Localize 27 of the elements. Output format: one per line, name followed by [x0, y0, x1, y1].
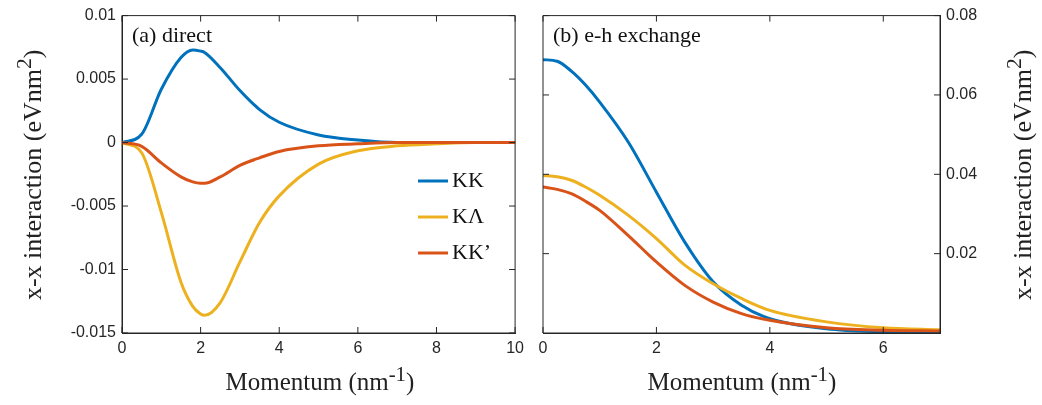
y-tick-label: -0.005 — [70, 196, 117, 214]
y2-tick-label: 0.06 — [946, 85, 978, 103]
y2-tick-label: 0.02 — [946, 244, 978, 262]
x-tick-label: 4 — [765, 339, 775, 357]
x-tick-label: 0 — [538, 339, 548, 357]
x-tick-label: 4 — [274, 339, 284, 357]
y2-tick-label: 0.04 — [946, 164, 978, 182]
legend-label: KK — [452, 166, 484, 192]
y-tick-label: 0 — [107, 132, 117, 150]
annotation: (a) direct — [132, 22, 212, 48]
x-tick-label: 2 — [196, 339, 206, 357]
x-axis-title: Momentum (nm$^{-1}$) — [647, 362, 837, 397]
x-tick-label: 8 — [432, 339, 442, 357]
x-tick-label: 6 — [878, 339, 888, 357]
x-tick-label: 10 — [506, 339, 525, 357]
x-tick-label: 6 — [353, 339, 363, 357]
y-tick-label: 0.01 — [84, 6, 117, 24]
y2-tick-label: 0.08 — [946, 6, 978, 24]
y-tick-label: 0.005 — [75, 69, 117, 87]
x-axis-title: Momentum (nm$^{-1}$) — [225, 362, 415, 397]
x-tick-label: 2 — [651, 339, 661, 357]
annotation: (b) e-h exchange — [553, 22, 701, 48]
legend-label: KK’ — [452, 238, 492, 264]
legend-label: KΛ — [452, 202, 484, 228]
line-series — [122, 141, 516, 185]
y-tick-label: -0.01 — [79, 259, 117, 277]
y-tick-label: -0.015 — [70, 323, 117, 341]
